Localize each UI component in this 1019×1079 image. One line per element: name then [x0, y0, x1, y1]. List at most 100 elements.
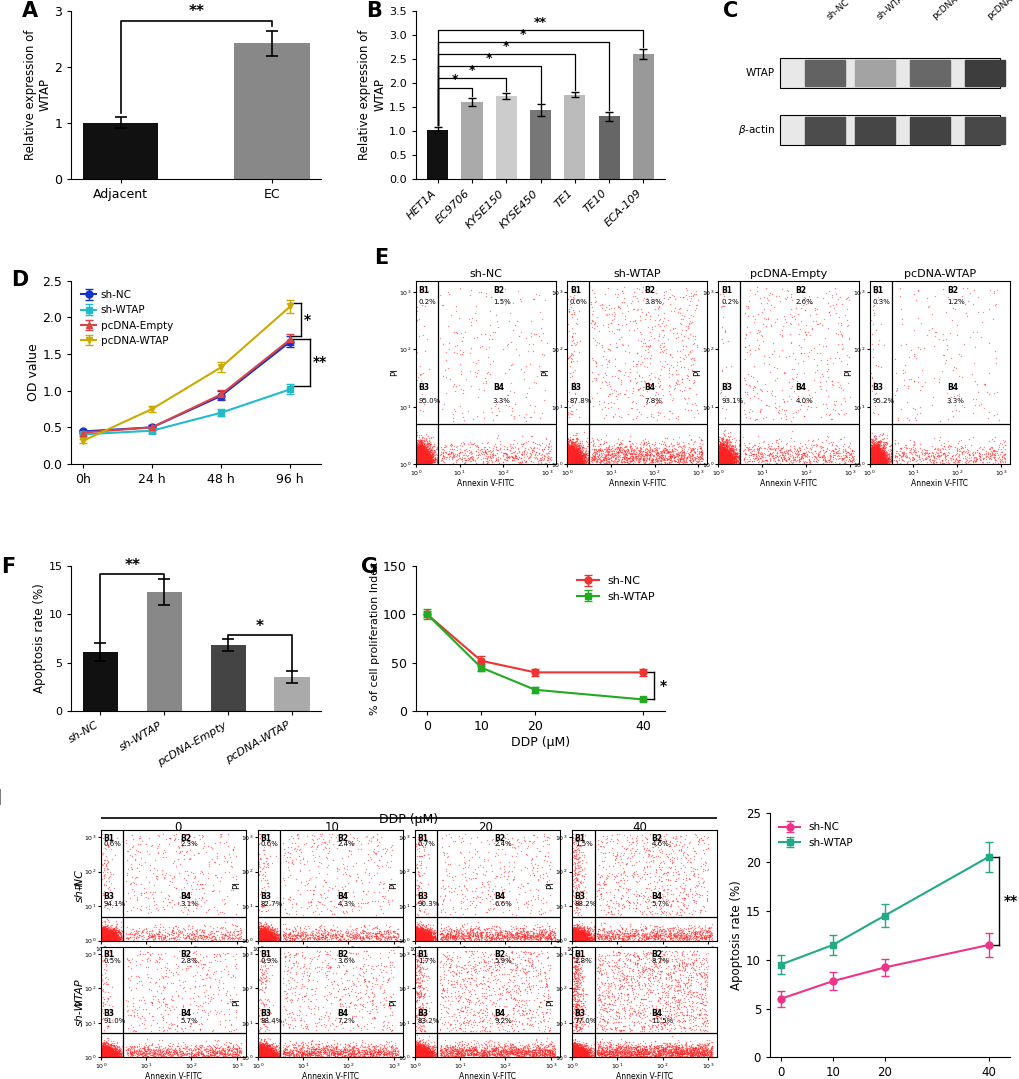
Point — [571, 929, 587, 946]
Point — [570, 1002, 586, 1020]
Point — [566, 929, 582, 946]
Point — [95, 929, 111, 946]
Point — [560, 452, 577, 469]
Point — [417, 450, 433, 467]
Point — [408, 1040, 424, 1057]
Point — [579, 926, 595, 943]
Point — [471, 446, 487, 463]
Point — [411, 930, 427, 947]
Point — [562, 449, 579, 466]
Point — [567, 436, 583, 453]
Point — [869, 448, 886, 465]
Point — [253, 1046, 269, 1063]
Point — [871, 451, 888, 468]
Point — [253, 929, 269, 946]
Point — [409, 454, 425, 472]
Point — [646, 397, 662, 414]
Point — [250, 928, 266, 945]
Point — [408, 930, 424, 947]
Point — [441, 1041, 458, 1058]
Point — [255, 930, 271, 947]
Point — [559, 450, 576, 467]
Point — [207, 930, 223, 947]
Point — [100, 929, 116, 946]
Point — [471, 994, 487, 1011]
Point — [326, 1039, 342, 1056]
Point — [603, 926, 620, 943]
Point — [863, 442, 879, 460]
Point — [413, 452, 429, 469]
Point — [711, 453, 728, 470]
Point — [165, 1043, 181, 1061]
Point — [108, 1044, 124, 1062]
Point — [566, 1010, 582, 1027]
Point — [562, 447, 579, 464]
Point — [123, 951, 140, 968]
Point — [120, 930, 137, 947]
Point — [576, 927, 592, 944]
Point — [258, 1034, 274, 1051]
Point — [413, 448, 429, 465]
Point — [566, 445, 582, 462]
Point — [573, 450, 589, 467]
Point — [410, 985, 426, 1002]
Point — [595, 1001, 611, 1019]
Point — [364, 1048, 380, 1065]
Point — [610, 443, 627, 461]
Point — [97, 1046, 113, 1063]
Point — [530, 1014, 546, 1032]
Point — [381, 1046, 397, 1063]
Point — [379, 973, 395, 991]
Point — [589, 1039, 605, 1056]
Point — [321, 832, 337, 849]
Point — [103, 924, 119, 941]
Point — [170, 927, 186, 944]
Point — [416, 449, 432, 466]
Point — [566, 927, 582, 944]
Point — [99, 1048, 115, 1065]
Point — [485, 917, 501, 934]
Text: B2: B2 — [946, 286, 957, 296]
Point — [572, 1046, 588, 1063]
Point — [948, 453, 964, 470]
Point — [412, 830, 428, 847]
Point — [100, 1044, 116, 1062]
Point — [94, 1044, 110, 1062]
Point — [574, 1046, 590, 1063]
Point — [102, 925, 118, 942]
Point — [414, 450, 430, 467]
Point — [292, 1039, 309, 1056]
Point — [573, 1048, 589, 1065]
Point — [412, 925, 428, 942]
Point — [99, 1043, 115, 1061]
Point — [867, 450, 883, 467]
Point — [256, 931, 272, 948]
Point — [104, 931, 120, 948]
Point — [96, 1049, 112, 1066]
Point — [413, 454, 429, 472]
Point — [711, 455, 728, 473]
Text: B2: B2 — [651, 834, 662, 843]
Point — [571, 930, 587, 947]
Point — [720, 448, 737, 465]
Point — [356, 942, 372, 959]
Point — [599, 446, 615, 463]
Point — [102, 1040, 118, 1057]
Point — [133, 992, 150, 1009]
Point — [595, 448, 611, 465]
Point — [256, 920, 272, 938]
Point — [103, 929, 119, 946]
Point — [569, 853, 585, 871]
Point — [97, 1040, 113, 1057]
Point — [464, 870, 480, 887]
Point — [565, 1040, 581, 1057]
Point — [571, 1048, 587, 1065]
Point — [517, 1041, 533, 1058]
Point — [95, 928, 111, 945]
Point — [412, 1043, 428, 1061]
Point — [253, 1046, 269, 1063]
Point — [975, 399, 991, 416]
Point — [414, 930, 430, 947]
Point — [666, 379, 683, 396]
Point — [657, 283, 674, 300]
